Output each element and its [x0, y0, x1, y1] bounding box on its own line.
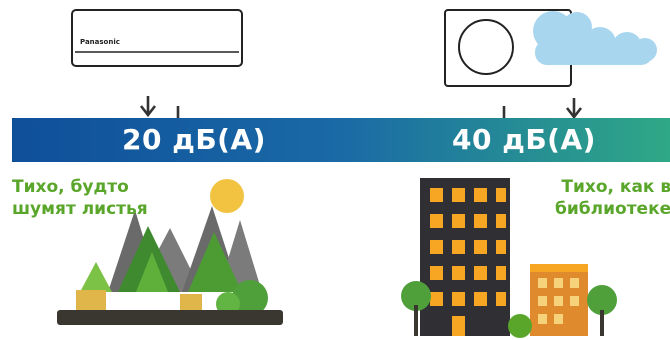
cloud-icon: [533, 11, 657, 65]
decibel-scale-band: [12, 118, 670, 162]
brand-logo: Panasonic: [80, 38, 120, 46]
city-caption-line-2: библиотеке: [555, 199, 670, 219]
forest-caption-line-1: Тихо, будто: [12, 177, 129, 197]
indoor-unit-icon: Panasonic: [71, 9, 243, 67]
tall-building: [420, 178, 510, 336]
medium-noise-label: 40 дБ(А): [452, 123, 596, 156]
sun-icon: [210, 179, 244, 213]
building-windows: [430, 188, 506, 336]
forest-caption: Тихо, будто шумят листья: [12, 176, 148, 220]
forest-caption-line-2: шумят листья: [12, 199, 148, 219]
city-icon: [401, 178, 617, 338]
forest-icon: [57, 206, 283, 325]
city-caption-line-1: Тихо, как в: [561, 177, 670, 197]
arrow-icons: [139, 96, 583, 120]
city-caption: Тихо, как в библиотеке: [555, 176, 670, 220]
low-noise-label: 20 дБ(А): [122, 123, 266, 156]
